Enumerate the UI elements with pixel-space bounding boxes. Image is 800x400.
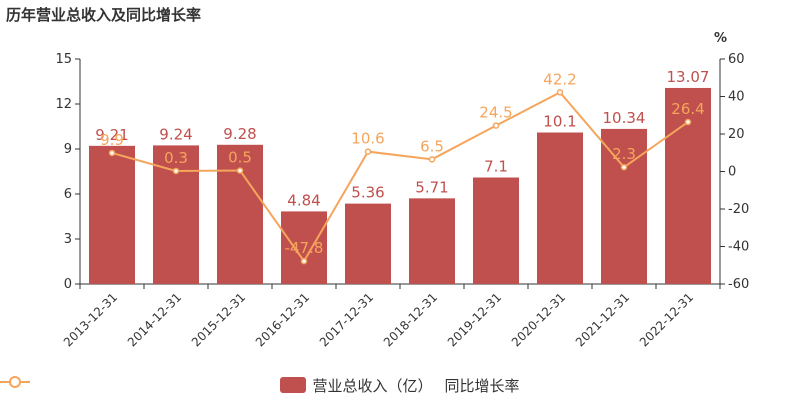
y-left-tick-label: 6 (64, 187, 72, 202)
legend: 营业总收入（亿） 同比增长率 (0, 374, 800, 396)
growth-point-label: -47.8 (285, 239, 324, 257)
revenue-bar-label: 9.24 (159, 125, 192, 143)
revenue-bar-label: 7.1 (484, 158, 508, 176)
y-left-tick-label: 15 (55, 52, 72, 67)
y-right-tick-label: -60 (728, 277, 749, 292)
x-category-label: 2014-12-31 (125, 290, 184, 349)
growth-point (300, 257, 308, 265)
revenue-bar (473, 177, 519, 284)
x-category-label: 2018-12-31 (381, 290, 440, 349)
legend-bar-swatch (280, 377, 307, 393)
revenue-bar (89, 145, 135, 284)
revenue-bar-label: 9.28 (223, 125, 256, 143)
chart-title: 历年营业总收入及同比增长率 (6, 6, 202, 24)
growth-point-label: 24.5 (479, 104, 512, 122)
growth-point (172, 167, 180, 175)
revenue-bar (601, 128, 647, 284)
revenue-bar-label: 10.34 (603, 109, 646, 127)
growth-point-label: 42.2 (543, 70, 576, 88)
growth-point-label: 10.6 (351, 130, 384, 148)
x-category-label: 2021-12-31 (573, 290, 632, 349)
y-left-tick-label: 12 (55, 97, 72, 112)
revenue-bar-label: 4.84 (287, 191, 320, 209)
y-right-tick-label: 40 (728, 90, 745, 105)
growth-point-label: 2.3 (612, 145, 636, 163)
y-right-tick-label: 60 (728, 52, 745, 67)
growth-point-label: 9.9 (100, 131, 124, 149)
growth-point (492, 122, 500, 129)
legend-line-swatch (0, 376, 30, 388)
y-right-tick-label: 0 (728, 165, 736, 180)
revenue-bar-label: 5.71 (415, 178, 448, 196)
y-left-tick-label: 3 (64, 232, 72, 247)
legend-item-growth[interactable]: 同比增长率 (0, 375, 520, 396)
revenue-bar (281, 211, 327, 284)
growth-point-label: 0.5 (228, 149, 252, 167)
x-category-label: 2013-12-31 (61, 290, 120, 349)
legend-item-revenue[interactable]: 营业总收入（亿） (280, 375, 433, 396)
y-right-tick-label: -20 (728, 202, 749, 217)
x-category-label: 2020-12-31 (509, 290, 568, 349)
combo-chart: 0 3 6 9 12 15 -60 -40 -20 0 20 40 60% 2013-12-31 2014-… (55, 31, 749, 349)
growth-point (364, 148, 372, 155)
growth-point-label: 6.5 (420, 137, 444, 155)
growth-point (236, 167, 244, 174)
y-right-tick-label: 20 (728, 127, 745, 142)
growth-point-label: 26.4 (671, 100, 704, 118)
x-category-label: 2017-12-31 (317, 290, 376, 349)
y-left-tick-label: 0 (64, 277, 72, 292)
revenue-bar (409, 198, 455, 284)
revenue-bar (345, 203, 391, 284)
y-left-tick-label: 9 (64, 142, 72, 157)
y-right-tick-label: -40 (728, 240, 749, 255)
growth-point (684, 118, 692, 126)
legend-revenue-label: 营业总收入（亿） (312, 376, 433, 395)
revenue-bar-label: 5.36 (351, 184, 384, 202)
growth-point (620, 163, 628, 171)
growth-point (108, 149, 116, 157)
legend-growth-label: 同比增长率 (444, 376, 520, 395)
x-category-label: 2022-12-31 (637, 290, 696, 349)
y-right-unit-label: % (714, 31, 727, 46)
growth-line (111, 91, 689, 263)
growth-point (556, 89, 564, 96)
x-category-label: 2016-12-31 (253, 290, 312, 349)
revenue-bar-label: 10.1 (543, 113, 576, 131)
revenue-bar (537, 132, 583, 284)
revenue-bar-label: 9.21 (95, 126, 128, 144)
revenue-bar-label: 13.07 (667, 68, 710, 86)
x-category-label: 2019-12-31 (445, 290, 504, 349)
growth-point-label: 0.3 (164, 149, 188, 167)
x-category-label: 2015-12-31 (189, 290, 248, 349)
growth-point (428, 156, 436, 163)
